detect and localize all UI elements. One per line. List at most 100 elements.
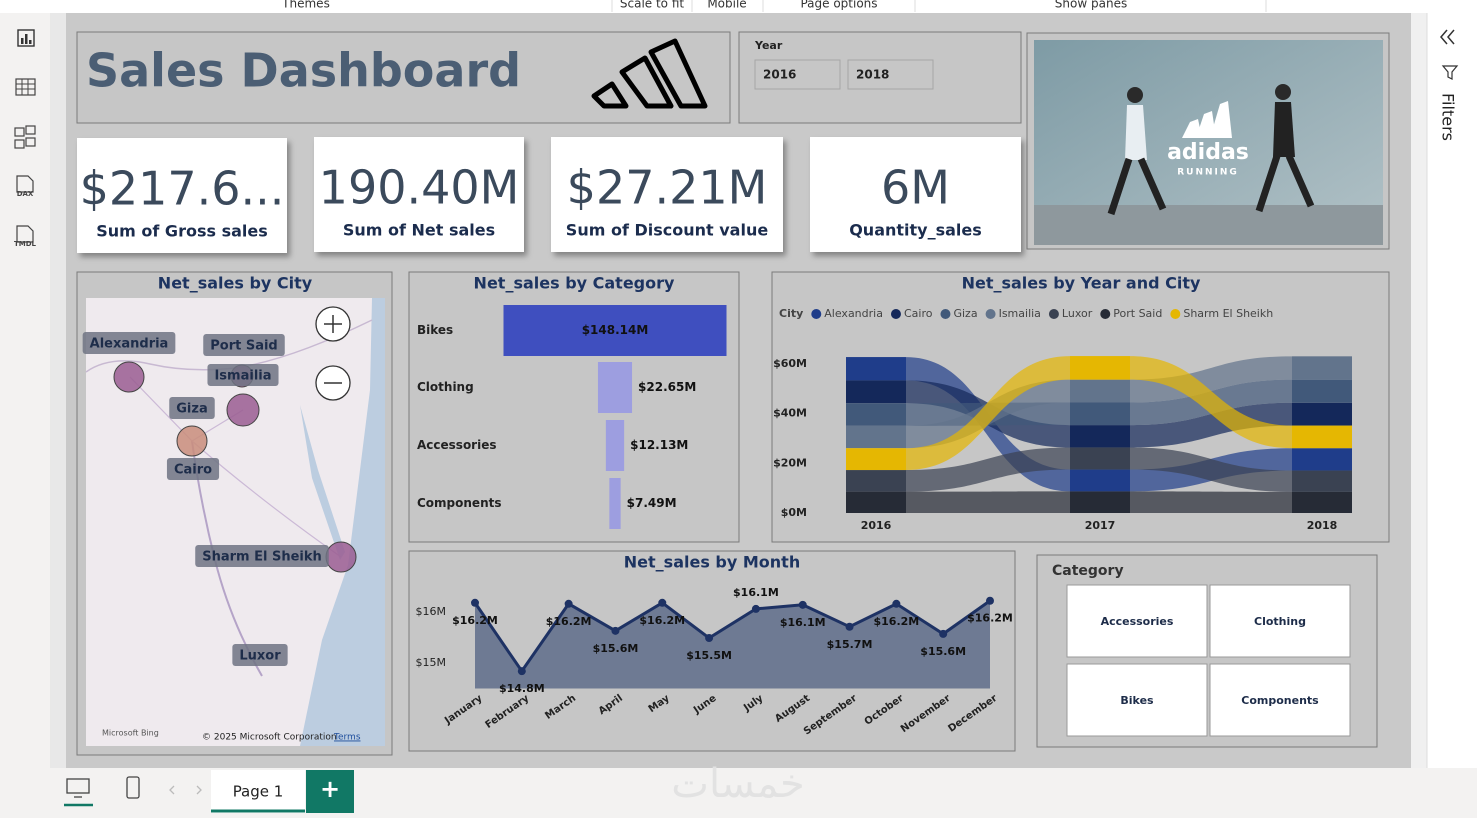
ribbon-column[interactable] xyxy=(1070,491,1130,513)
report-icon[interactable] xyxy=(17,29,35,47)
add-page[interactable] xyxy=(306,770,354,813)
ribbon[interactable] xyxy=(1130,356,1292,449)
legend-label[interactable]: Giza xyxy=(953,307,977,320)
ribbon-column[interactable] xyxy=(1292,356,1352,380)
table-icon[interactable] xyxy=(15,78,36,96)
ribbon-column[interactable] xyxy=(1292,491,1352,513)
funnel-bar[interactable] xyxy=(597,362,633,413)
brand-logo-bar xyxy=(619,55,674,109)
toolbar-item[interactable]: Scale to fit xyxy=(620,0,685,11)
ribbon[interactable] xyxy=(906,447,1070,492)
year-slicer-title: Year xyxy=(754,39,783,52)
doc-icon[interactable] xyxy=(16,225,34,243)
desktop-icon[interactable] xyxy=(66,778,90,794)
ribbon-column[interactable] xyxy=(1070,356,1130,380)
ribbon-column[interactable] xyxy=(1070,469,1130,492)
ribbon-column[interactable] xyxy=(1292,402,1352,426)
ribbon-column[interactable] xyxy=(1292,470,1352,492)
point[interactable] xyxy=(471,598,479,607)
ribbon[interactable] xyxy=(906,491,1070,513)
ribbon[interactable] xyxy=(1130,356,1292,403)
ribbon-column[interactable] xyxy=(846,491,906,513)
collapse-icon[interactable] xyxy=(1440,29,1455,45)
year-option[interactable] xyxy=(847,59,934,90)
ribbon-column[interactable] xyxy=(1292,425,1352,449)
point[interactable] xyxy=(705,633,714,642)
category-option[interactable] xyxy=(1066,663,1208,737)
point[interactable] xyxy=(751,604,760,613)
model-icon[interactable] xyxy=(25,125,36,135)
toolbar-item[interactable]: Mobile xyxy=(707,0,746,11)
legend-label[interactable]: Alexandria xyxy=(824,307,883,320)
legend-label[interactable]: Sharm El Sheikh xyxy=(1183,307,1273,320)
category-option[interactable] xyxy=(1209,584,1351,658)
point[interactable] xyxy=(798,600,807,609)
model-icon[interactable] xyxy=(25,137,36,147)
ribbon[interactable] xyxy=(1130,491,1292,513)
ribbon[interactable] xyxy=(1130,402,1292,448)
ribbon-column[interactable] xyxy=(1070,402,1130,426)
doc-icon[interactable] xyxy=(16,175,34,193)
runner-body xyxy=(1273,102,1295,157)
city-bubble[interactable] xyxy=(226,393,260,427)
filter-icon[interactable] xyxy=(1441,65,1459,80)
point[interactable] xyxy=(845,622,854,631)
category-option-label[interactable]: Clothing xyxy=(1254,615,1306,628)
map-terms[interactable]: Terms xyxy=(333,733,361,743)
page-tab[interactable] xyxy=(211,770,305,813)
category-option-label[interactable]: Accessories xyxy=(1101,615,1174,628)
toolbar-item[interactable]: Show panes xyxy=(1055,0,1127,11)
add-page-label[interactable]: + xyxy=(320,775,340,803)
chart-title: Net_sales by Category xyxy=(474,274,675,293)
page-tab-label[interactable]: Page 1 xyxy=(233,783,284,801)
ribbon-column[interactable] xyxy=(846,357,906,381)
funnel-bar[interactable] xyxy=(503,305,727,356)
value-label: $15.6M xyxy=(593,642,639,655)
legend-label[interactable]: Cairo xyxy=(904,307,933,320)
point[interactable] xyxy=(564,599,573,608)
ribbon-column[interactable] xyxy=(1070,447,1130,470)
point[interactable] xyxy=(939,629,948,638)
toolbar-item[interactable]: Page options xyxy=(800,0,877,11)
category-option[interactable] xyxy=(1209,663,1351,737)
toolbar-item[interactable]: Themes xyxy=(281,0,330,11)
filters-title[interactable]: Filters xyxy=(1439,93,1458,141)
year-option[interactable] xyxy=(754,59,841,90)
ribbon[interactable] xyxy=(1130,447,1292,492)
next-page[interactable] xyxy=(196,785,202,795)
model-icon[interactable] xyxy=(14,139,25,149)
city-bubble[interactable] xyxy=(325,541,357,573)
city-label-bg xyxy=(169,397,215,419)
ribbon-column[interactable] xyxy=(1292,379,1352,403)
category-option[interactable] xyxy=(1066,584,1208,658)
category-option-label[interactable]: Components xyxy=(1241,694,1319,707)
point[interactable] xyxy=(517,667,526,676)
year-option-label[interactable]: 2016 xyxy=(763,68,796,82)
funnel-bar[interactable] xyxy=(605,420,625,471)
ribbon-column[interactable] xyxy=(846,448,906,471)
ribbon-column[interactable] xyxy=(846,425,906,449)
ribbon-column[interactable] xyxy=(846,403,906,426)
ribbon-column[interactable] xyxy=(1292,448,1352,471)
ribbon-column[interactable] xyxy=(846,470,906,492)
funnel-bar[interactable] xyxy=(609,478,621,529)
city-bubble[interactable] xyxy=(176,425,208,457)
legend-label[interactable]: Ismailia xyxy=(999,307,1041,320)
ribbon[interactable] xyxy=(906,356,1070,471)
phone-icon[interactable] xyxy=(126,776,140,799)
ribbon-column[interactable] xyxy=(1070,379,1130,403)
ribbon-column[interactable] xyxy=(1070,425,1130,448)
ribbon-column[interactable] xyxy=(846,380,906,404)
model-icon[interactable] xyxy=(14,127,25,137)
point[interactable] xyxy=(986,596,994,605)
year-option-label[interactable]: 2018 xyxy=(856,68,889,82)
legend-label[interactable]: Luxor xyxy=(1062,307,1093,320)
point[interactable] xyxy=(658,598,667,607)
category-option-label[interactable]: Bikes xyxy=(1120,694,1154,707)
prev-page[interactable] xyxy=(169,785,175,795)
point[interactable] xyxy=(892,599,901,608)
legend-label[interactable]: Port Said xyxy=(1113,307,1162,320)
point[interactable] xyxy=(611,626,620,635)
city-bubble[interactable] xyxy=(113,361,145,393)
